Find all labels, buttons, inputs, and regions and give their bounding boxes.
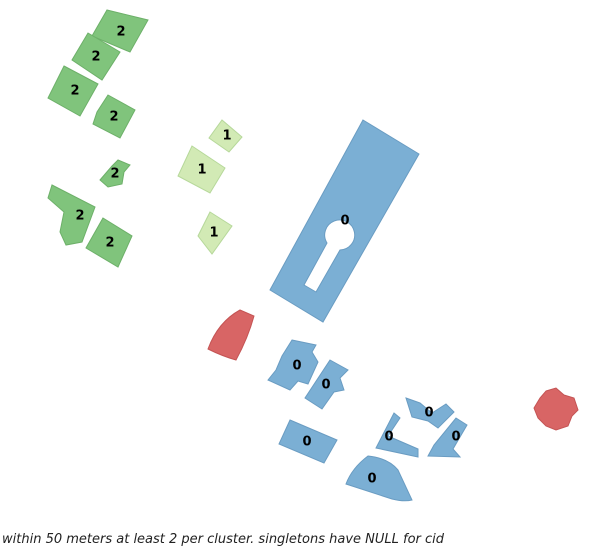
cluster-2-group: 2 2 2 2 2 2 2 [47,9,149,268]
building-label: 2 [70,84,79,99]
building-label: 0 [424,406,433,421]
building-cluster-0 [345,455,413,502]
building-cluster-0 [267,339,319,391]
cluster-map: 2 2 2 2 2 2 2 1 1 1 0 0 0 0 0 0 [47,9,579,502]
map-caption: within 50 meters at least 2 per cluster.… [2,532,445,547]
cluster-0-group: 0 0 0 0 0 0 0 0 [267,119,468,502]
building-cluster-2 [47,65,99,117]
building-label: 2 [110,167,119,182]
building-label: 0 [384,430,393,445]
building-label: 2 [91,50,100,65]
singleton-group [207,309,579,431]
building-label: 1 [209,226,218,241]
building-cluster-0 [304,359,349,410]
building-cluster-0 [405,397,455,429]
building-singleton [533,387,579,431]
building-label: 0 [367,472,376,487]
building-label: 1 [197,163,206,178]
building-label: 0 [340,214,349,229]
building-label: 0 [292,359,301,374]
cluster-1-group: 1 1 1 [177,119,243,255]
building-label: 1 [222,129,231,144]
building-label: 0 [451,430,460,445]
building-cluster-1 [208,119,243,153]
building-cluster-1 [197,211,233,255]
building-cluster-2 [71,32,121,81]
building-label: 0 [302,435,311,450]
building-cluster-0 [278,419,338,464]
building-cluster-2 [85,217,133,268]
building-cluster-1 [177,145,226,194]
building-label: 0 [321,378,330,393]
building-cluster-2 [99,159,131,188]
building-cluster-0 [375,412,419,458]
building-label: 2 [75,209,84,224]
building-cluster-2 [47,184,96,246]
building-cluster-2 [91,9,149,53]
building-singleton [207,309,255,361]
building-label: 2 [105,236,114,251]
building-cluster-2 [92,94,136,139]
building-label: 2 [109,110,118,125]
building-cluster-0 [427,417,468,458]
building-label: 2 [116,25,125,40]
building-cluster-0-large [269,119,420,323]
